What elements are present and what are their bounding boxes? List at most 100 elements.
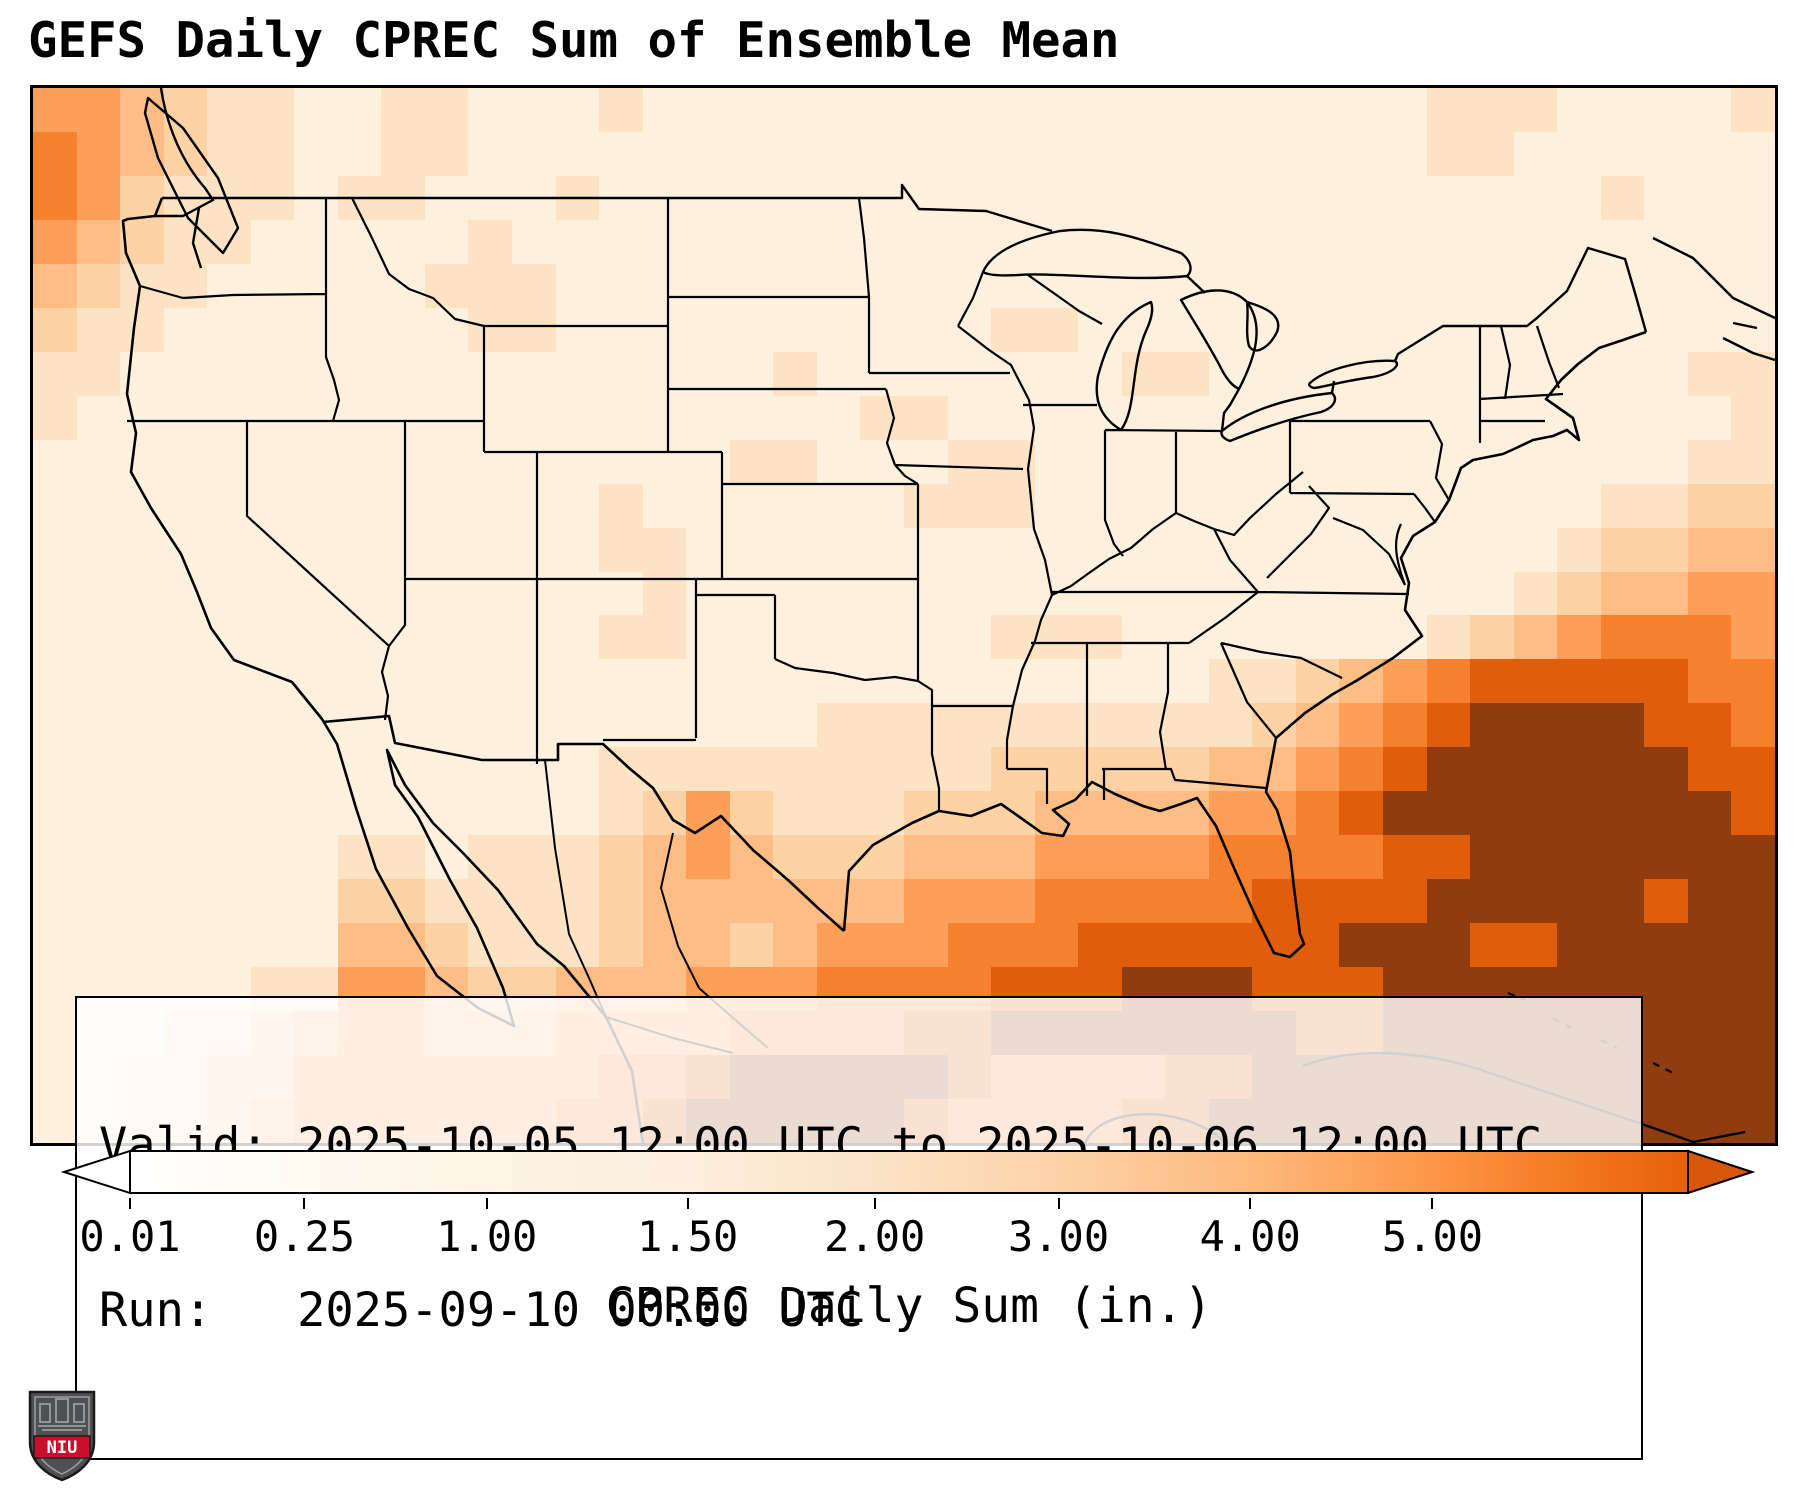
grid-cell: [1557, 615, 1601, 660]
grid-cell: [816, 527, 861, 572]
grid-cell: [1470, 439, 1514, 484]
grid-cell: [1513, 659, 1558, 704]
grid-cell: [860, 307, 904, 352]
grid-cell: [468, 615, 513, 660]
grid-cell: [947, 88, 992, 132]
grid-cell: [381, 527, 425, 572]
grid-cell: [1470, 263, 1514, 308]
grid-cell: [1339, 923, 1384, 968]
grid-cell: [642, 307, 687, 352]
grid-cell: [163, 395, 208, 440]
grid-cell: [1600, 483, 1645, 528]
grid-cell: [816, 439, 861, 484]
grid-cell: [642, 131, 687, 176]
grid-cell: [729, 527, 774, 572]
grid-cell: [1078, 263, 1122, 308]
grid-cell: [1731, 1055, 1775, 1100]
grid-cell: [76, 659, 121, 704]
grid-cell: [1557, 923, 1601, 968]
grid-cell: [1470, 307, 1514, 352]
grid-cell: [599, 483, 643, 528]
grid-cell: [860, 879, 904, 924]
grid-cell: [512, 263, 556, 308]
grid-cell: [729, 307, 774, 352]
grid-cell: [1208, 703, 1253, 748]
grid-cell: [1252, 923, 1296, 968]
grid-cell: [991, 395, 1035, 440]
grid-cell: [947, 923, 992, 968]
grid-cell: [250, 791, 295, 836]
colorbar-tick-label: 2.00: [824, 1212, 926, 1261]
grid-cell: [773, 395, 817, 440]
grid-cell: [903, 615, 948, 660]
grid-cell: [1557, 835, 1601, 880]
grid-cell: [1121, 571, 1166, 616]
grid-cell: [686, 131, 730, 176]
grid-cell: [1470, 747, 1514, 792]
grid-cell: [1513, 483, 1558, 528]
grid-cell: [250, 483, 295, 528]
grid-cell: [1295, 219, 1340, 264]
grid-cell: [1687, 307, 1732, 352]
grid-cell: [1339, 88, 1384, 132]
grid-cell: [120, 879, 164, 924]
grid-cell: [381, 88, 425, 132]
grid-cell: [1165, 88, 1209, 132]
grid-cell: [1687, 263, 1732, 308]
grid-cell: [120, 439, 164, 484]
grid-cell: [1600, 615, 1645, 660]
grid-cell: [1644, 703, 1688, 748]
grid-cell: [1731, 1099, 1775, 1143]
grid-cell: [903, 131, 948, 176]
grid-cell: [1470, 615, 1514, 660]
grid-cell: [773, 88, 817, 132]
grid-cell: [512, 307, 556, 352]
grid-cell: [337, 307, 382, 352]
grid-cell: [1644, 1099, 1688, 1143]
grid-cell: [1557, 439, 1601, 484]
grid-cell: [860, 703, 904, 748]
grid-cell: [468, 835, 513, 880]
grid-cell: [1034, 923, 1079, 968]
grid-cell: [1426, 747, 1471, 792]
grid-cell: [1557, 747, 1601, 792]
grid-cell: [33, 219, 77, 264]
grid-cell: [1383, 659, 1427, 704]
grid-cell: [76, 263, 121, 308]
grid-cell: [1339, 483, 1384, 528]
grid-cell: [947, 615, 992, 660]
grid-cell: [512, 615, 556, 660]
grid-cell: [1687, 527, 1732, 572]
grid-cell: [1731, 703, 1775, 748]
grid-cell: [468, 395, 513, 440]
grid-cell: [76, 307, 121, 352]
grid-cell: [1426, 703, 1471, 748]
grid-cell: [381, 879, 425, 924]
grid-cell: [76, 791, 121, 836]
grid-cell: [1644, 1055, 1688, 1100]
grid-cell: [294, 527, 338, 572]
grid-cell: [686, 791, 730, 836]
grid-cell: [860, 527, 904, 572]
grid-cell: [773, 307, 817, 352]
grid-cell: [1078, 791, 1122, 836]
grid-cell: [991, 615, 1035, 660]
grid-cell: [599, 88, 643, 132]
colorbar-tick: [1057, 1198, 1060, 1209]
grid-cell: [1295, 131, 1340, 176]
grid-cell: [33, 571, 77, 616]
grid-cell: [1078, 175, 1122, 220]
grid-cell: [33, 483, 77, 528]
grid-cell: [773, 615, 817, 660]
grid-cell: [207, 307, 251, 352]
grid-cell: [1470, 923, 1514, 968]
grid-cell: [1078, 88, 1122, 132]
grid-cell: [599, 307, 643, 352]
grid-cell: [424, 923, 469, 968]
grid-cell: [1644, 131, 1688, 176]
grid-cell: [1687, 439, 1732, 484]
grid-cell: [1426, 88, 1471, 132]
grid-cell: [424, 659, 469, 704]
grid-cell: [555, 131, 600, 176]
grid-cell: [1644, 967, 1688, 1012]
